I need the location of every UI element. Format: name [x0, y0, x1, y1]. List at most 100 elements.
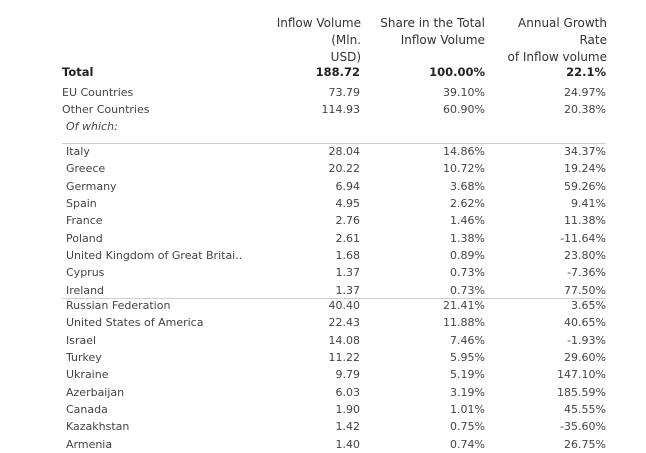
growth-value: 19.24%	[564, 162, 606, 176]
share-value: 10.72%	[443, 162, 485, 176]
growth-value: -1.93%	[567, 333, 606, 347]
share-value: 100.00%	[429, 65, 485, 79]
inflow-value: 11.22	[328, 351, 361, 365]
row-label: Total	[62, 65, 94, 79]
table-row-total: Total 188.72 100.00% 22.1%	[0, 64, 646, 81]
growth-value: 24.97%	[564, 86, 606, 99]
header-share-line-2: Inflow Volume	[400, 33, 485, 47]
row-label: Kazakhstan	[66, 420, 130, 434]
share-value: 2.62%	[450, 197, 485, 211]
table-row: Ukraine 9.79 5.19% 147.10%	[0, 366, 646, 383]
table-row: Poland 2.61 1.38% -11.64%	[0, 230, 646, 247]
header-growth-rate-line-2: of Inflow volume	[507, 50, 607, 64]
table-row: Russian Federation 40.40 21.41% 3.65%	[0, 297, 646, 314]
row-label: Germany	[66, 179, 117, 193]
row-label: Other Countries	[62, 103, 150, 116]
table-row: Germany 6.94 3.68% 59.26%	[0, 178, 646, 195]
table-row: Armenia 1.40 0.74% 26.75%	[0, 436, 646, 453]
inflow-value: 73.79	[328, 86, 361, 99]
row-label: Poland	[66, 231, 103, 245]
section-divider-eu	[62, 143, 606, 144]
share-value: 60.90%	[443, 103, 485, 116]
table-row: Turkey 11.22 5.95% 29.60%	[0, 349, 646, 366]
growth-value: 77.50%	[564, 283, 606, 297]
header-inflow-volume: Inflow Volume (Mln. USD)	[244, 15, 361, 66]
inflow-value: 1.68	[335, 249, 361, 263]
share-value: 0.75%	[450, 420, 485, 434]
row-label: Israel	[66, 333, 97, 347]
table-row: Azerbaijan 6.03 3.19% 185.59%	[0, 384, 646, 401]
share-value: 0.89%	[450, 249, 485, 263]
table-row: Ireland 1.37 0.73% 77.50%	[0, 282, 646, 299]
table-row: France 2.76 1.46% 11.38%	[0, 212, 646, 229]
share-value: 3.19%	[450, 385, 485, 399]
row-label: Ireland	[66, 283, 105, 297]
growth-value: 45.55%	[564, 403, 606, 417]
table-row: Spain 4.95 2.62% 9.41%	[0, 195, 646, 212]
row-label: Armenia	[66, 437, 113, 451]
share-value: 3.68%	[450, 179, 485, 193]
inflow-value: 1.90	[335, 403, 361, 417]
table-row: United States of America 22.43 11.88% 40.65…	[0, 314, 646, 331]
inflow-value: 1.40	[335, 437, 361, 451]
row-label: Italy	[66, 145, 90, 158]
header-share-line-1: Share in the Total	[380, 16, 485, 30]
header-growth-rate: Annual Growth Rate of Inflow volume	[490, 15, 607, 66]
row-label: Turkey	[66, 351, 102, 365]
row-label: Canada	[66, 403, 108, 417]
inflow-value: 1.42	[335, 420, 361, 434]
inflow-value: 2.61	[335, 231, 361, 245]
growth-value: 29.60%	[564, 351, 606, 365]
growth-value: 3.65%	[571, 299, 606, 312]
inflow-value: 14.08	[328, 333, 361, 347]
inflow-value: 1.37	[335, 266, 361, 280]
inflow-value: 6.94	[335, 179, 361, 193]
share-value: 5.19%	[450, 368, 485, 382]
table-row-eu-countries: EU Countries 73.79 39.10% 24.97%	[0, 84, 646, 101]
inflow-value: 28.04	[328, 145, 361, 158]
growth-value: 23.80%	[564, 249, 606, 263]
table-row: Israel 14.08 7.46% -1.93%	[0, 332, 646, 349]
growth-value: 20.38%	[564, 103, 606, 116]
row-label: France	[66, 214, 103, 228]
table-row: Italy 28.04 14.86% 34.37%	[0, 143, 646, 160]
growth-value: 34.37%	[564, 145, 606, 158]
share-value: 0.73%	[450, 283, 485, 297]
row-label: United States of America	[66, 316, 204, 330]
share-value: 0.74%	[450, 437, 485, 451]
share-value: 14.86%	[443, 145, 485, 158]
share-value: 5.95%	[450, 351, 485, 365]
share-value: 1.38%	[450, 231, 485, 245]
table-row: Greece 20.22 10.72% 19.24%	[0, 160, 646, 177]
growth-value: -11.64%	[560, 231, 606, 245]
inflow-value: 9.79	[335, 368, 361, 382]
row-label: Spain	[66, 197, 97, 211]
row-label: Cyprus	[66, 266, 105, 280]
growth-value: -7.36%	[567, 266, 606, 280]
table-row: Kazakhstan 1.42 0.75% -35.60%	[0, 418, 646, 435]
share-value: 11.88%	[443, 316, 485, 330]
inflow-value: 40.40	[328, 299, 361, 312]
inflow-value: 2.76	[335, 214, 361, 228]
growth-value: 185.59%	[557, 385, 606, 399]
row-label: EU Countries	[62, 86, 134, 99]
growth-value: 26.75%	[564, 437, 606, 451]
inflow-value: 20.22	[328, 162, 361, 176]
inflow-value: 6.03	[335, 385, 361, 399]
share-value: 1.01%	[450, 403, 485, 417]
inflow-value: 1.37	[335, 283, 361, 297]
row-label: Ukraine	[66, 368, 109, 382]
inflow-value: 188.72	[315, 65, 360, 79]
table-row: Canada 1.90 1.01% 45.55%	[0, 401, 646, 418]
row-label: Russian Federation	[66, 299, 171, 312]
header-growth-rate-line-1: Annual Growth Rate	[518, 16, 607, 47]
table-row: United Kingdom of Great Britai.. 1.68 0.89…	[0, 247, 646, 264]
row-label: Azerbaijan	[66, 385, 125, 399]
growth-value: -35.60%	[560, 420, 606, 434]
header-inflow-volume-line-1: Inflow Volume (Mln.	[276, 16, 361, 47]
section-divider-other	[62, 298, 606, 299]
share-value: 1.46%	[450, 214, 485, 228]
row-label: Greece	[66, 162, 106, 176]
growth-value: 11.38%	[564, 214, 606, 228]
header-inflow-volume-line-2: USD)	[330, 50, 361, 64]
